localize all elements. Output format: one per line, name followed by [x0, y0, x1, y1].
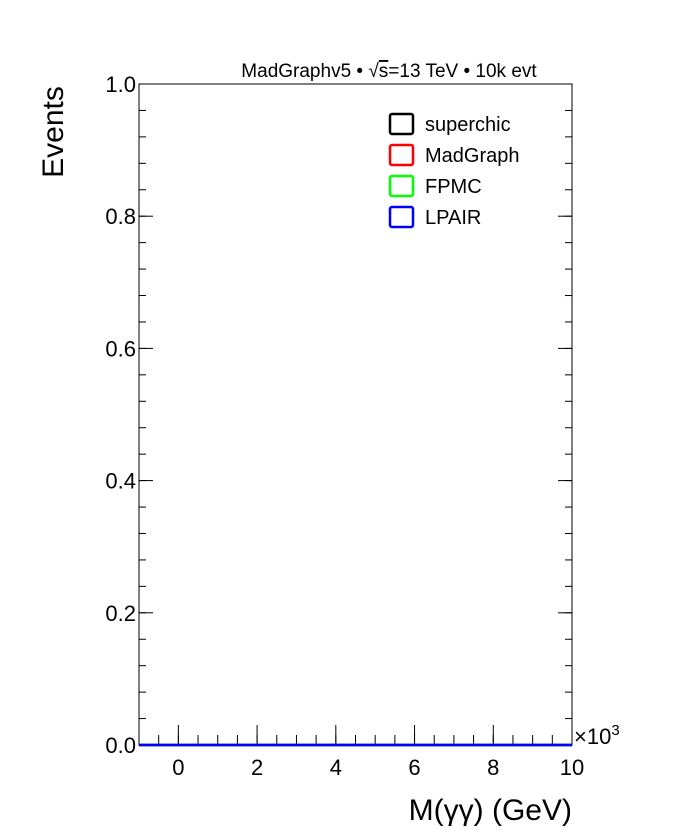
- legend-label-fpmc: FPMC: [425, 176, 482, 198]
- x-axis-title: M(γγ) (GeV): [409, 794, 572, 827]
- legend: superchic MadGraph FPMC LPAIR: [388, 112, 520, 229]
- header-energy-value: =13 TeV: [388, 61, 458, 82]
- x-axis: 0 2 4 6 8 10: [138, 725, 584, 780]
- legend-swatch-superchic: [388, 112, 415, 136]
- x-axis-multiplier: ×103: [574, 722, 620, 749]
- x-tick-label: 8: [487, 755, 499, 780]
- header-events: 10k evt: [475, 61, 537, 82]
- header-sqrt-symbol: √: [368, 61, 379, 82]
- header-line: MadGraphv5 • √s=13 TeV • 10k evt: [241, 61, 537, 82]
- x-tick-label: 10: [560, 755, 584, 780]
- x-multiplier-exponent: 3: [611, 722, 619, 739]
- header-separator-2: •: [463, 61, 470, 82]
- x-multiplier-base: ×10: [574, 724, 611, 749]
- y-axis-title: Events: [37, 86, 70, 178]
- header-energy-var: s: [379, 61, 389, 82]
- header-generator: MadGraphv5: [241, 61, 351, 82]
- y-tick-label: 0.8: [105, 204, 136, 229]
- legend-swatch-fpmc: [388, 174, 415, 198]
- x-tick-label: 6: [408, 755, 420, 780]
- legend-swatch-madgraph: [388, 143, 415, 167]
- legend-label-superchic: superchic: [425, 114, 511, 136]
- x-tick-label: 4: [330, 755, 342, 780]
- y-tick-label: 1.0: [105, 72, 136, 97]
- legend-label-madgraph: MadGraph: [425, 145, 520, 167]
- legend-label-lpair: LPAIR: [425, 207, 481, 229]
- y-tick-label: 0.6: [105, 336, 136, 361]
- x-tick-label: 0: [172, 755, 184, 780]
- y-axis: 0.0 0.2 0.4 0.6 0.8 1.0: [105, 72, 572, 758]
- y-tick-label: 0.4: [105, 469, 136, 494]
- header-separator: •: [356, 61, 363, 82]
- y-tick-label: 0.2: [105, 601, 136, 626]
- x-tick-label: 2: [251, 755, 263, 780]
- y-tick-label: 0.0: [105, 733, 136, 758]
- legend-swatch-lpair: [388, 205, 415, 229]
